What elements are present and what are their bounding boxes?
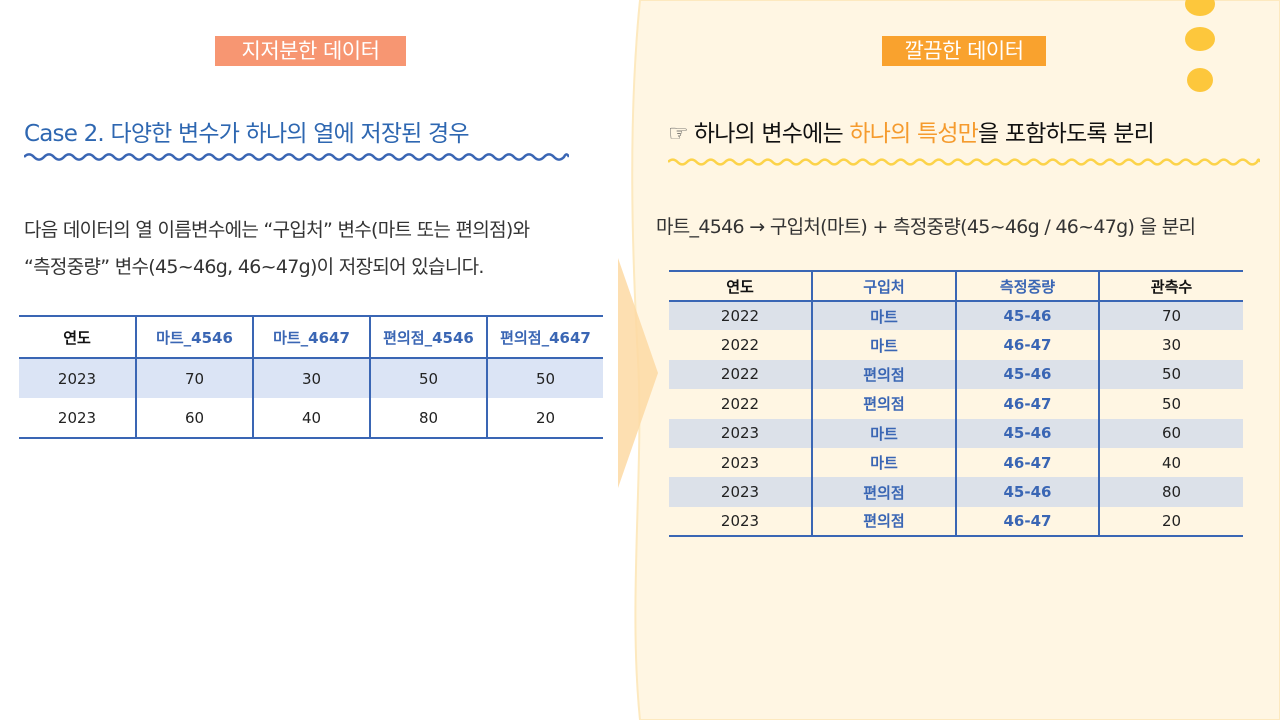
table-cell: 2023 bbox=[19, 358, 136, 398]
transform-arrow-icon bbox=[618, 258, 658, 488]
table-cell: 45-46 bbox=[955, 301, 1099, 331]
column-header: 연도 bbox=[669, 270, 812, 302]
table-row: 2023 마트 45-46 60 bbox=[669, 418, 1243, 448]
pointing-hand-icon: ☞ bbox=[668, 121, 689, 147]
table-cell: 46-47 bbox=[955, 330, 1099, 360]
table-cell: 2022 bbox=[720, 394, 760, 413]
description-line: “측정중량” 변수(45~46g, 46~47g)이 저장되어 있습니다. bbox=[24, 256, 484, 278]
table-cell: 2023 bbox=[720, 453, 760, 472]
table-cell: 50 bbox=[486, 358, 603, 398]
table-row: 2023 편의점 45-46 80 bbox=[669, 477, 1243, 507]
table-cell: 20 bbox=[1098, 506, 1243, 538]
heading-highlight: 하나의 특성만 bbox=[849, 121, 979, 147]
table-cell: 2023 bbox=[669, 477, 812, 507]
table-cell: 46-47 bbox=[955, 389, 1099, 419]
table-cell: 20 bbox=[486, 398, 603, 439]
table-row: 2023 60 40 80 20 bbox=[19, 398, 603, 439]
split-formula: 마트_4546 → 구입처(마트) + 측정중량(45~46g / 46~47g… bbox=[656, 216, 1196, 238]
table-cell: 46-47 bbox=[955, 447, 1099, 478]
table-cell: 70 bbox=[135, 358, 253, 398]
table-cell: 2023 bbox=[19, 398, 136, 439]
table-row: 2022 편의점 46-47 50 bbox=[669, 389, 1243, 419]
column-header: 연도 bbox=[19, 315, 136, 359]
table-cell: 편의점 bbox=[811, 506, 956, 538]
table-cell: 40 bbox=[252, 398, 370, 439]
table-cell: 60 bbox=[135, 398, 253, 439]
column-header: 마트_4647 bbox=[252, 315, 370, 359]
column-header: 편의점_4546 bbox=[369, 315, 487, 359]
table-cell: 2022 bbox=[669, 301, 812, 331]
table-cell: 50 bbox=[369, 358, 487, 398]
description: 다음 데이터의 열 이름변수에는 “구입처” 변수(마트 또는 편의점)와 “측… bbox=[24, 212, 634, 286]
table-cell: 2022 bbox=[720, 336, 760, 355]
decor-dot bbox=[1185, 0, 1215, 16]
table-cell: 80 bbox=[1098, 477, 1243, 507]
table-cell: 편의점 bbox=[811, 359, 956, 390]
table-header-row: 연도 마트_4546 마트_4647 편의점_4546 편의점_4647 bbox=[19, 315, 603, 359]
table-row: 2022 마트 46-47 30 bbox=[669, 330, 1243, 360]
table-cell: 50 bbox=[1098, 359, 1243, 390]
table-cell: 마트 bbox=[811, 301, 956, 331]
table-cell: 45-46 bbox=[955, 477, 1099, 507]
messy-data-table: 연도 마트_4546 마트_4647 편의점_4546 편의점_4647 202… bbox=[19, 315, 603, 439]
table-cell: 마트 bbox=[811, 447, 956, 478]
column-header: 관측수 bbox=[1098, 270, 1243, 302]
column-header: 마트_4546 bbox=[135, 315, 253, 359]
principle-heading: ☞ 하나의 변수에는 하나의 특성만을 포함하도록 분리 bbox=[668, 114, 1155, 148]
table-cell: 70 bbox=[1098, 301, 1243, 331]
column-header: 구입처 bbox=[811, 270, 956, 302]
table-row: 2023 70 30 50 50 bbox=[19, 358, 603, 398]
column-header: 측정중량 bbox=[955, 270, 1099, 302]
table-cell: 2023 bbox=[669, 418, 812, 448]
table-header-row: 연도 구입처 측정중량 관측수 bbox=[669, 270, 1243, 302]
table-cell: 45-46 bbox=[955, 418, 1099, 448]
table-row: 2023 편의점 46-47 20 bbox=[669, 506, 1243, 538]
table-cell: 46-47 bbox=[955, 506, 1099, 538]
table-row: 2022 마트 45-46 70 bbox=[669, 301, 1243, 331]
table-cell: 45-46 bbox=[955, 359, 1099, 390]
table-row: 2023 마트 46-47 40 bbox=[669, 447, 1243, 478]
description-line: 다음 데이터의 열 이름변수에는 “구입처” 변수(마트 또는 편의점)와 bbox=[24, 219, 530, 241]
column-header: 편의점_4647 bbox=[486, 315, 603, 359]
case-heading: Case 2. 다양한 변수가 하나의 열에 저장된 경우 bbox=[24, 121, 470, 147]
table-cell: 편의점 bbox=[811, 477, 956, 507]
clean-data-table: 연도 구입처 측정중량 관측수 2022 마트 45-46 70 2022 마트… bbox=[669, 270, 1243, 538]
messy-data-badge: 지저분한 데이터 bbox=[215, 36, 406, 66]
table-cell: 2022 bbox=[669, 359, 812, 390]
decor-dot bbox=[1187, 68, 1213, 92]
table-cell: 30 bbox=[1098, 330, 1243, 360]
table-cell: 2023 bbox=[669, 506, 812, 538]
blue-wave-underline bbox=[24, 153, 569, 161]
table-cell: 마트 bbox=[811, 418, 956, 448]
clean-data-badge: 깔끔한 데이터 bbox=[882, 36, 1046, 66]
table-cell: 편의점 bbox=[811, 389, 956, 419]
table-cell: 80 bbox=[369, 398, 487, 439]
table-cell: 30 bbox=[252, 358, 370, 398]
table-cell: 40 bbox=[1098, 447, 1243, 478]
heading-text-post: 을 포함하도록 분리 bbox=[978, 121, 1155, 147]
decor-dot bbox=[1185, 27, 1215, 51]
table-cell: 마트 bbox=[811, 330, 956, 360]
table-cell: 60 bbox=[1098, 418, 1243, 448]
heading-text-pre: 하나의 변수에는 bbox=[693, 121, 850, 147]
yellow-wave-underline bbox=[668, 158, 1260, 166]
table-cell: 50 bbox=[1098, 389, 1243, 419]
table-row: 2022 편의점 45-46 50 bbox=[669, 359, 1243, 390]
